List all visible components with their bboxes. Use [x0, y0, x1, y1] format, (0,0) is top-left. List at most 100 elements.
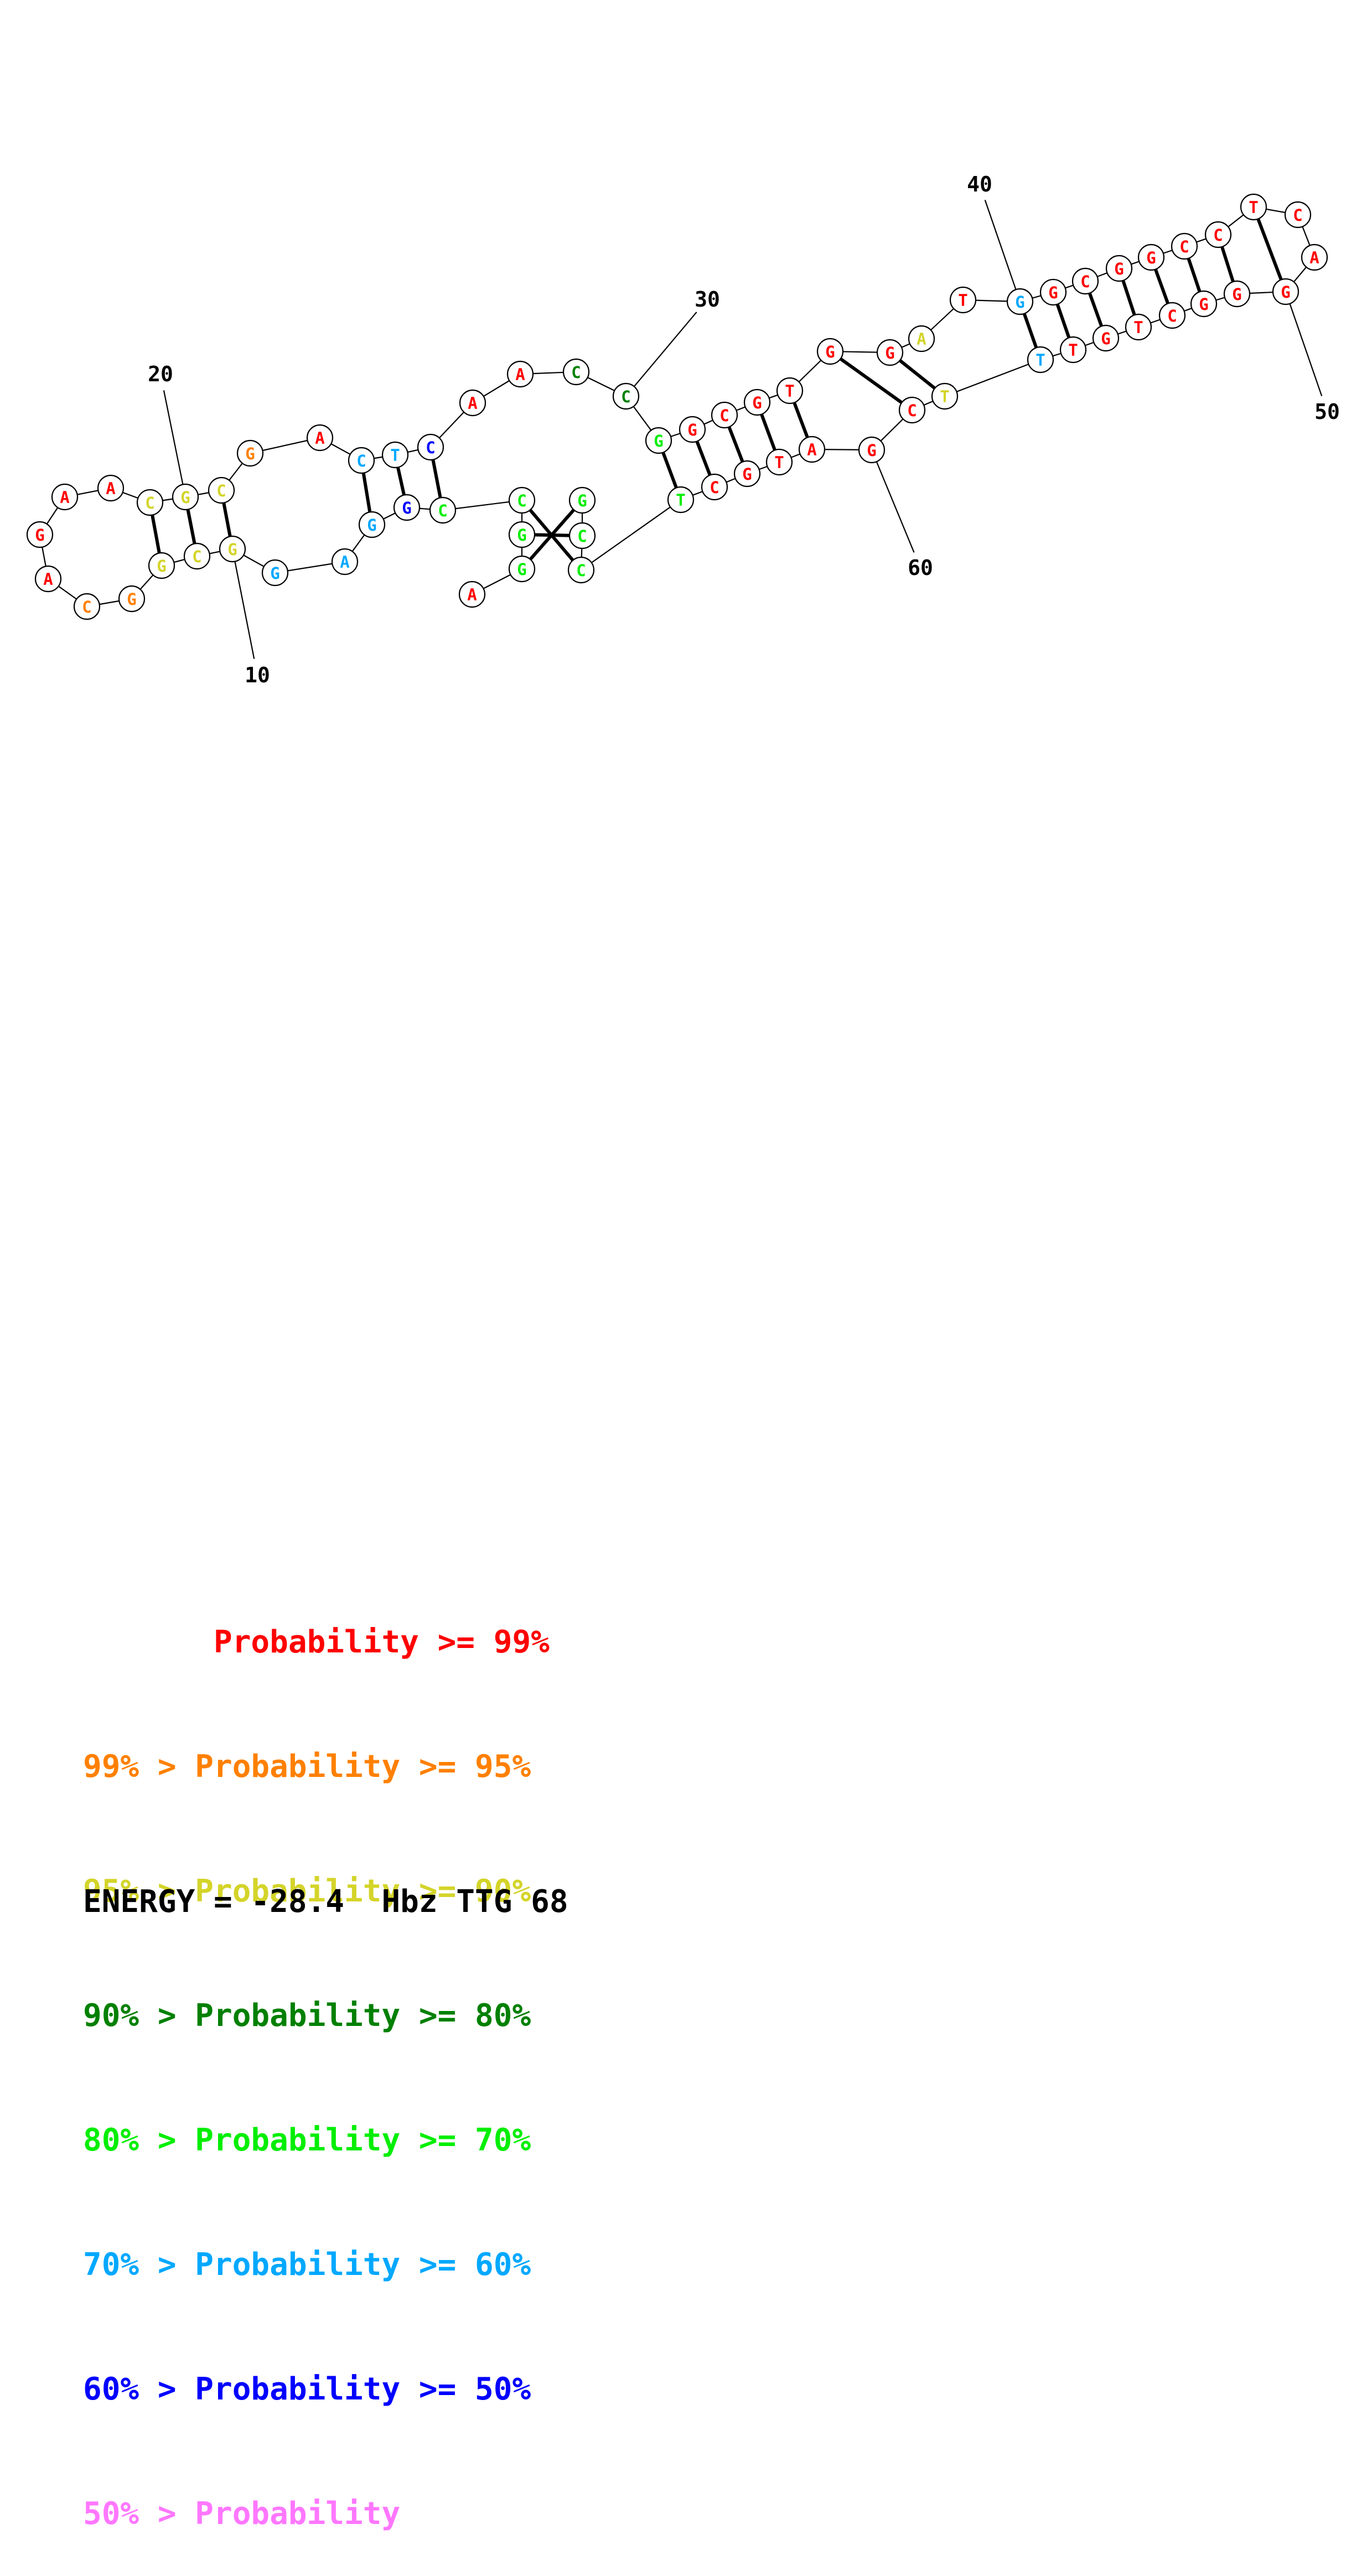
nucleotide-letter: G — [885, 344, 894, 362]
nucleotide-circle — [1006, 288, 1034, 315]
nucleotide-letter: C — [1080, 272, 1090, 291]
nucleotide-letter: C — [517, 491, 526, 510]
nucleotide: T — [1059, 336, 1087, 364]
nucleotide-letter: C — [621, 387, 630, 406]
nucleotide: A — [798, 436, 826, 463]
nucleotide-letter: G — [227, 540, 237, 559]
nucleotide: C — [1071, 267, 1099, 295]
nucleotide-letter: G — [180, 488, 190, 507]
nucleotide-letter: G — [1048, 283, 1058, 302]
nucleotide-letter: T — [1249, 198, 1258, 217]
nucleotide-letter: G — [867, 441, 876, 460]
nucleotide-letter: C — [710, 478, 719, 497]
nucleotide: T — [776, 377, 804, 405]
nucleotide-letter: C — [192, 547, 201, 566]
nucleotide-letter: G — [517, 560, 526, 579]
base-pair-bond — [1252, 205, 1287, 293]
nucleotide-letter: T — [1036, 351, 1045, 370]
nucleotide-circle — [1071, 267, 1099, 295]
nucleotide-circle — [183, 542, 211, 570]
nucleotide-letter: A — [43, 570, 53, 589]
nucleotide: C — [567, 556, 595, 584]
position-tick-label: 40 — [967, 172, 992, 196]
nucleotide: A — [1301, 243, 1328, 271]
position-tick-label: 60 — [908, 556, 933, 580]
nucleotide-circle — [645, 427, 672, 454]
nucleotide: T — [765, 448, 793, 476]
nucleotide-circle — [876, 339, 904, 366]
nucleotide-circle — [816, 338, 844, 365]
nucleotide-circle — [459, 389, 486, 417]
nucleotide: G — [219, 535, 246, 563]
legend-row-p60: 70% > Probability >= 60% — [83, 2247, 531, 2283]
nucleotide: G — [679, 416, 706, 443]
legend-row-p95: 99% > Probability >= 95% — [83, 1749, 531, 1785]
position-tick-line — [984, 200, 1021, 302]
nucleotide-circle — [743, 388, 771, 416]
nucleotide: A — [506, 360, 534, 388]
nucleotide-circle — [26, 521, 54, 548]
nucleotide: T — [1240, 193, 1267, 221]
nucleotide-letter: G — [687, 421, 697, 439]
nucleotide-letter: G — [577, 491, 587, 510]
nucleotide-circle — [1204, 221, 1232, 248]
nucleotide: C — [898, 396, 926, 424]
nucleotide: C — [136, 489, 164, 516]
nucleotide-circle — [506, 360, 534, 388]
nucleotide-letter: C — [356, 452, 366, 470]
nucleotide-circle — [1284, 201, 1312, 229]
nucleotide-circle — [358, 511, 386, 538]
backbone-segment — [944, 359, 1041, 397]
nucleotide-circle — [51, 483, 79, 511]
nucleotide-letter: C — [1293, 206, 1302, 225]
nucleotide: A — [459, 389, 486, 417]
nucleotide-circle — [898, 396, 926, 424]
nucleotide-letter: A — [468, 394, 477, 413]
nucleotide-letter: C — [438, 501, 447, 520]
nucleotide-letter: A — [515, 365, 525, 384]
nucleotide-circle — [711, 401, 738, 429]
nucleotide: C — [1284, 201, 1312, 229]
nucleotide: A — [97, 474, 125, 502]
nucleotide-letter: C — [577, 527, 587, 546]
legend-row-p80: 90% > Probability >= 80% — [83, 1998, 531, 2034]
nucleotide-circle — [1059, 336, 1087, 364]
nucleotide-circle — [776, 377, 804, 405]
nucleotide-circle — [949, 286, 977, 314]
nucleotide: C — [508, 486, 536, 514]
nucleotide-letter: C — [216, 481, 226, 500]
nucleotide-circle — [1301, 243, 1328, 271]
nucleotide-letter: G — [402, 499, 411, 517]
nucleotide-letter: G — [517, 526, 526, 545]
nucleotide-circle — [172, 483, 199, 511]
nucleotide-circle — [798, 436, 826, 463]
nucleotide-circle — [568, 486, 596, 514]
nucleotide-circle — [568, 522, 596, 550]
nucleotide-circle — [458, 580, 486, 608]
nucleotide: G — [858, 436, 886, 464]
nucleotide-circle — [1092, 324, 1120, 352]
nucleotide-circle — [733, 460, 761, 488]
nucleotide-letter: C — [907, 401, 917, 420]
nucleotide-circle — [148, 552, 175, 579]
nucleotide: A — [908, 325, 935, 353]
nucleotide-letter: C — [1167, 307, 1177, 325]
nucleotide-letter: G — [742, 465, 752, 484]
nucleotide: G — [261, 559, 289, 587]
nucleotide-letter: A — [315, 429, 324, 448]
energy-line: ENERGY = -28.4 Hbz TTG 68 — [83, 1884, 568, 1920]
nucleotide-circle — [679, 416, 706, 443]
nucleotide-circle — [261, 559, 289, 587]
nucleotide-letter: G — [1015, 293, 1024, 312]
nucleotide: T — [1027, 346, 1054, 374]
nucleotide: C — [348, 447, 375, 474]
nucleotide: G — [148, 552, 175, 579]
nucleotide-letter: T — [1068, 341, 1078, 360]
nucleotide: G — [172, 483, 199, 511]
nucleotide-letter: C — [571, 363, 581, 382]
nucleotide: C — [417, 433, 444, 461]
base-pair-bond — [520, 499, 583, 572]
nucleotide-letter: G — [825, 343, 835, 361]
nucleotide-circle — [219, 535, 246, 563]
